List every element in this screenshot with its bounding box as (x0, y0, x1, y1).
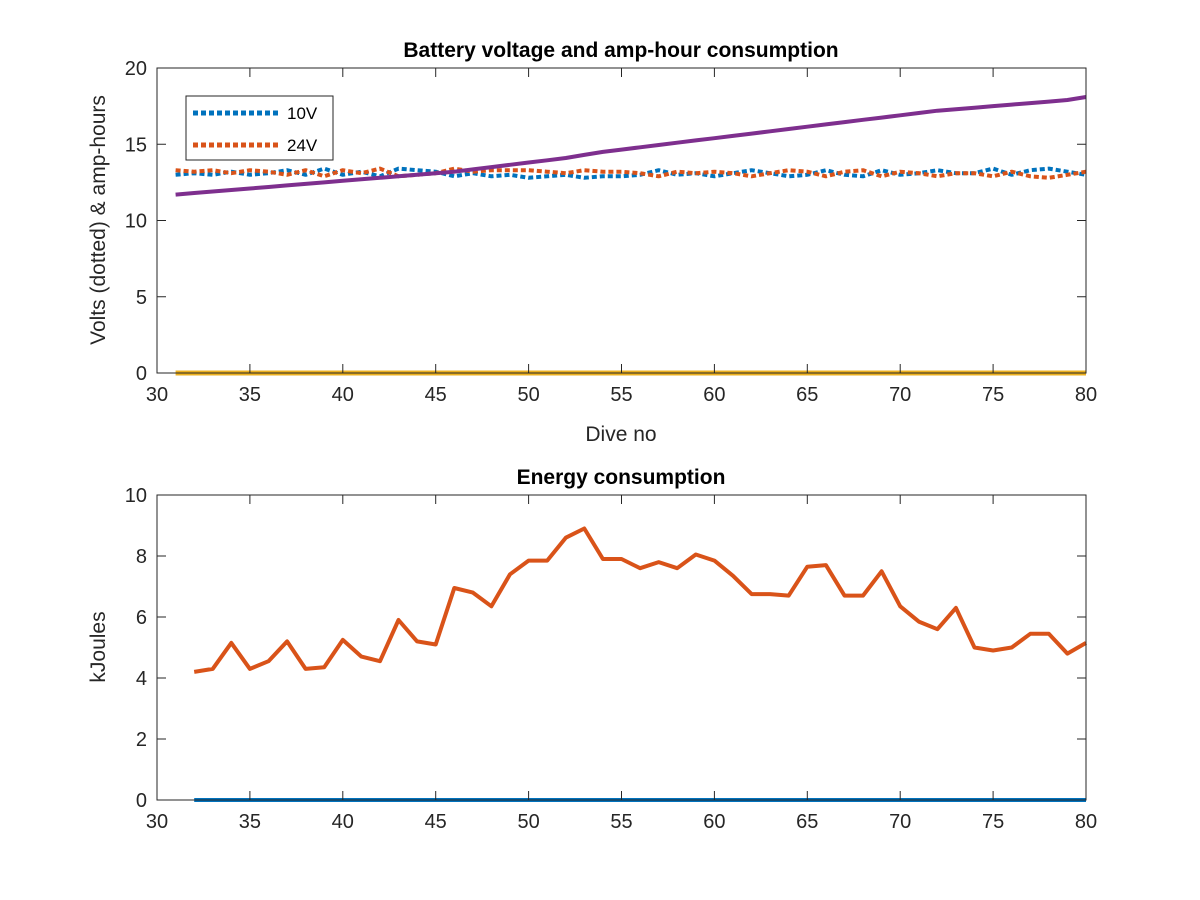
y-tick-label: 5 (136, 287, 147, 309)
y-tick-label: 20 (125, 58, 147, 80)
x-tick-label: 70 (889, 384, 911, 406)
y-tick-label: 0 (136, 363, 147, 385)
x-tick-label: 75 (982, 384, 1004, 406)
x-tick-label: 40 (332, 384, 354, 406)
series-line-0-2 (175, 95, 1087, 197)
legend-label-10v: 10V (287, 104, 318, 123)
x-tick-label: 55 (610, 811, 632, 833)
voltage-amphour-panel: 30 35 40 45 50 55 60 65 70 75 80 0 5 10 15 20 Battery v… (87, 39, 1097, 446)
y-tick-label: 15 (125, 134, 147, 156)
y-tick-label: 2 (136, 729, 147, 751)
y-tick-label: 0 (136, 790, 147, 812)
x-tick-label: 35 (239, 811, 261, 833)
top-x-axis-label: Dive no (585, 423, 656, 446)
series-line-0-0 (175, 166, 1087, 180)
x-tick-label: 65 (796, 384, 818, 406)
legend-box (185, 95, 334, 161)
x-tick-label: 70 (889, 811, 911, 833)
x-tick-label: 55 (610, 384, 632, 406)
x-tick-label: 60 (703, 811, 725, 833)
x-tick-label: 30 (146, 384, 168, 406)
top-y-axis-label: Volts (dotted) & amp-hours (87, 95, 110, 345)
y-tick-label: 6 (136, 607, 147, 629)
x-tick-label: 60 (703, 384, 725, 406)
x-tick-label: 80 (1075, 384, 1097, 406)
y-tick-label: 10 (125, 485, 147, 507)
x-tick-label: 35 (239, 384, 261, 406)
energy-panel: 30 35 40 45 50 55 60 65 70 75 80 0 2 4 6 8 10 Energy con… (87, 466, 1097, 833)
x-tick-label: 45 (425, 811, 447, 833)
top-chart-title: Battery voltage and amp-hour consumption (403, 39, 838, 62)
top-ticks-group: 30 35 40 45 50 55 60 65 70 75 80 0 5 10 15 20 (125, 58, 1097, 406)
series-line-0-1 (175, 166, 1087, 180)
series-line-1-0 (193, 526, 1087, 674)
x-tick-label: 50 (517, 384, 539, 406)
x-tick-label: 65 (796, 811, 818, 833)
x-tick-label: 45 (425, 384, 447, 406)
x-tick-label: 80 (1075, 811, 1097, 833)
plot-area-bottom (157, 495, 1086, 800)
x-tick-label: 40 (332, 811, 354, 833)
bottom-ticks-group: 30 35 40 45 50 55 60 65 70 75 80 0 2 4 6 8 10 (125, 485, 1097, 833)
x-tick-label: 50 (517, 811, 539, 833)
y-tick-label: 4 (136, 668, 147, 690)
bottom-chart-title: Energy consumption (517, 466, 726, 489)
x-tick-label: 30 (146, 811, 168, 833)
legend-label-24v: 24V (287, 136, 318, 155)
legend: 10V 24V (185, 95, 334, 161)
bottom-y-axis-label: kJoules (87, 611, 110, 682)
y-tick-label: 10 (125, 211, 147, 233)
y-tick-label: 8 (136, 546, 147, 568)
x-tick-label: 75 (982, 811, 1004, 833)
